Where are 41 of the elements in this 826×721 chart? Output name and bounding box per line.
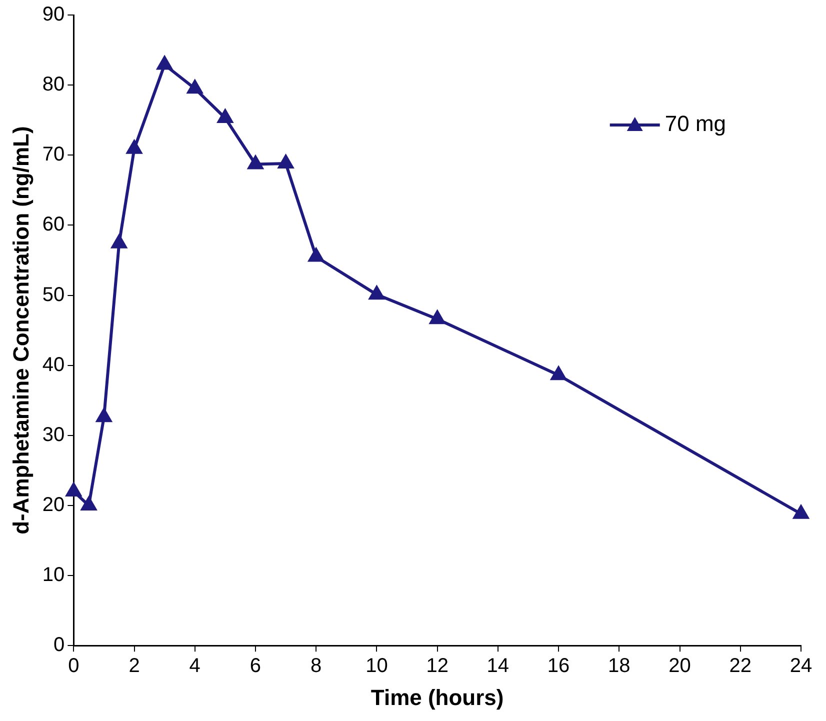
y-tick-label: 30	[42, 424, 65, 446]
x-tick-label: 10	[366, 655, 388, 678]
point	[248, 156, 264, 170]
y-tick-label: 20	[42, 494, 65, 516]
point	[308, 248, 324, 262]
x-tick-label: 12	[426, 655, 448, 678]
y-tick-label: 10	[42, 564, 65, 586]
point	[550, 366, 566, 380]
legend-label: 70 mg	[664, 111, 726, 136]
point	[96, 408, 112, 422]
x-tick-label: 16	[547, 655, 570, 678]
point	[112, 234, 127, 248]
point	[430, 310, 445, 324]
x-tick-label: 22	[729, 655, 752, 678]
y-tick-label: 60	[42, 214, 65, 236]
y-tick-label: 80	[42, 74, 65, 96]
x-axis-title: Time (hours)	[370, 684, 504, 710]
x-tick-label: 18	[608, 655, 630, 678]
x-tick-label: 2	[128, 655, 140, 678]
point	[793, 505, 809, 519]
y-tick-label: 90	[42, 4, 65, 26]
point	[218, 110, 233, 123]
x-tick-label: 0	[68, 655, 80, 678]
x-tick-label: 14	[486, 655, 510, 678]
y-axis-title: d-Amphetamine Concentration (ng/mL)	[8, 126, 34, 534]
point	[369, 286, 384, 300]
point	[278, 155, 294, 169]
point	[187, 80, 202, 94]
point	[66, 482, 82, 496]
x-tick-label: 20	[668, 655, 691, 678]
x-tick-label: 4	[189, 655, 200, 678]
y-tick-label: 0	[54, 634, 65, 656]
y-tick-label: 70	[42, 144, 65, 166]
y-tick-label: 40	[42, 354, 65, 376]
point	[81, 496, 96, 510]
x-tick-label: 8	[310, 655, 322, 678]
x-tick-label: 6	[250, 655, 262, 678]
y-tick-label: 50	[42, 284, 65, 306]
point	[157, 56, 172, 70]
x-tick-label: 24	[790, 655, 812, 678]
point	[126, 140, 142, 154]
